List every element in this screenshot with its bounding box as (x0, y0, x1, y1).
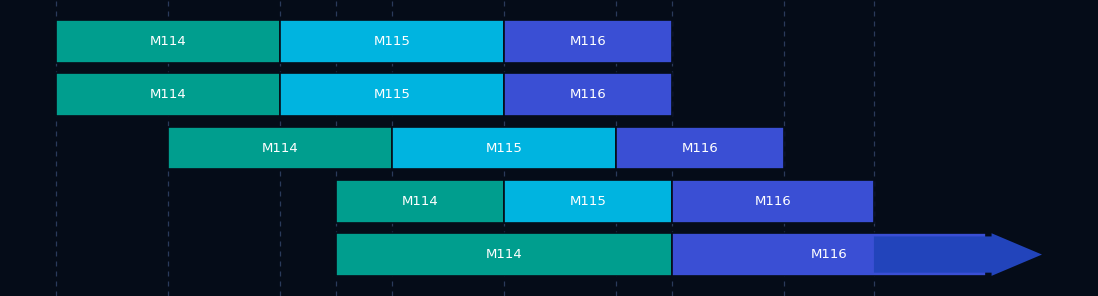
Bar (392, 127, 616, 169)
Bar (504, 180, 672, 223)
Bar (336, 180, 504, 223)
Bar (336, 233, 672, 276)
Bar (616, 127, 784, 169)
Text: M114: M114 (485, 248, 523, 261)
Bar (504, 20, 672, 63)
Text: M116: M116 (754, 195, 792, 208)
Text: M114: M114 (149, 35, 187, 48)
Text: M116: M116 (682, 141, 718, 155)
Text: M114: M114 (261, 141, 299, 155)
Bar (672, 180, 874, 223)
Bar (56, 20, 280, 63)
Text: M114: M114 (149, 88, 187, 101)
Text: M115: M115 (485, 141, 523, 155)
Text: M115: M115 (373, 88, 411, 101)
Text: M115: M115 (373, 35, 411, 48)
Bar (504, 73, 672, 116)
Bar (280, 73, 504, 116)
Bar (56, 73, 280, 116)
Bar (672, 233, 986, 276)
Text: M114: M114 (402, 195, 438, 208)
Text: M116: M116 (570, 88, 606, 101)
Polygon shape (874, 233, 1042, 276)
Bar (280, 20, 504, 63)
Bar (168, 127, 392, 169)
Text: M116: M116 (810, 248, 848, 261)
Text: M116: M116 (570, 35, 606, 48)
Text: M115: M115 (570, 195, 607, 208)
